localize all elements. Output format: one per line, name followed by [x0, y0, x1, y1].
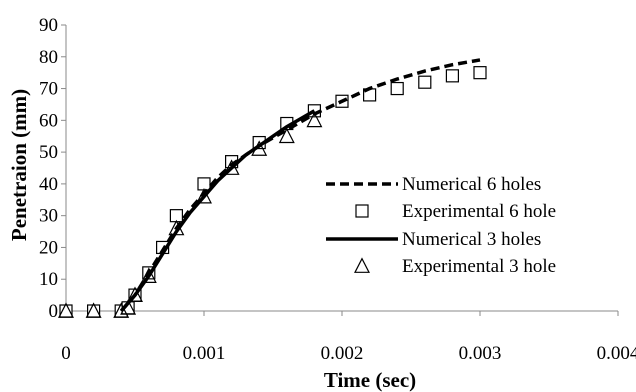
- data-point-triangle: [278, 127, 295, 144]
- data-point-square: [390, 81, 404, 96]
- y-tick-label: 70: [39, 79, 58, 100]
- data-point-triangle: [127, 286, 143, 303]
- x-tick-label: 0.003: [459, 343, 502, 364]
- data-point-square: [445, 69, 459, 83]
- legend: Numerical 6 holes Experimental 6 hole Nume…: [326, 174, 556, 277]
- x-axis-title: Time (sec): [324, 368, 416, 392]
- x-tick-label: 0.002: [321, 343, 364, 364]
- y-tick-label: 20: [39, 237, 58, 258]
- series-line-numerical-3-holes: [119, 109, 316, 313]
- data-point-triangle: [85, 302, 102, 318]
- y-tick-label: 50: [39, 142, 58, 163]
- data-point-triangle: [306, 111, 323, 128]
- legend-item: Experimental 6 hole: [355, 201, 556, 222]
- y-tick-label: 90: [39, 15, 58, 36]
- legend-item: Numerical 6 holes: [326, 174, 541, 195]
- data-point-square: [473, 66, 487, 80]
- legend-item: Experimental 3 hole: [354, 256, 556, 277]
- data-point-triangle: [58, 302, 74, 318]
- legend-item: Numerical 3 holes: [326, 229, 541, 250]
- data-point-triangle: [196, 187, 212, 204]
- legend-label: Experimental 3 hole: [402, 256, 556, 277]
- y-tick-label: 40: [39, 174, 58, 195]
- legend-label: Experimental 6 hole: [402, 201, 556, 222]
- y-tick-label: 80: [39, 47, 58, 68]
- data-point-triangle: [223, 159, 240, 175]
- legend-label: Numerical 3 holes: [402, 229, 541, 250]
- y-tick-label: 10: [39, 269, 58, 290]
- y-axis-ticks: 0 10 20 30 40 50 60 70 80 90: [39, 15, 66, 322]
- y-tick-label: 0: [49, 301, 59, 322]
- legend-swatch-square: [355, 204, 369, 218]
- plot-area: [58, 58, 487, 318]
- x-tick-label: 0: [61, 343, 71, 364]
- data-point-triangle: [113, 302, 130, 318]
- y-axis-title: Penetraion (mm): [7, 89, 31, 241]
- y-tick-label: 30: [39, 206, 58, 227]
- y-tick-label: 60: [39, 110, 58, 131]
- x-axis-ticks: 0 0.001 0.002 0.003 0.004: [61, 311, 636, 364]
- x-tick-label: 0.001: [183, 343, 226, 364]
- legend-swatch-triangle: [354, 257, 370, 273]
- data-point-square: [418, 75, 432, 89]
- legend-label: Numerical 6 holes: [402, 174, 541, 195]
- x-tick-label: 0.004: [597, 343, 636, 364]
